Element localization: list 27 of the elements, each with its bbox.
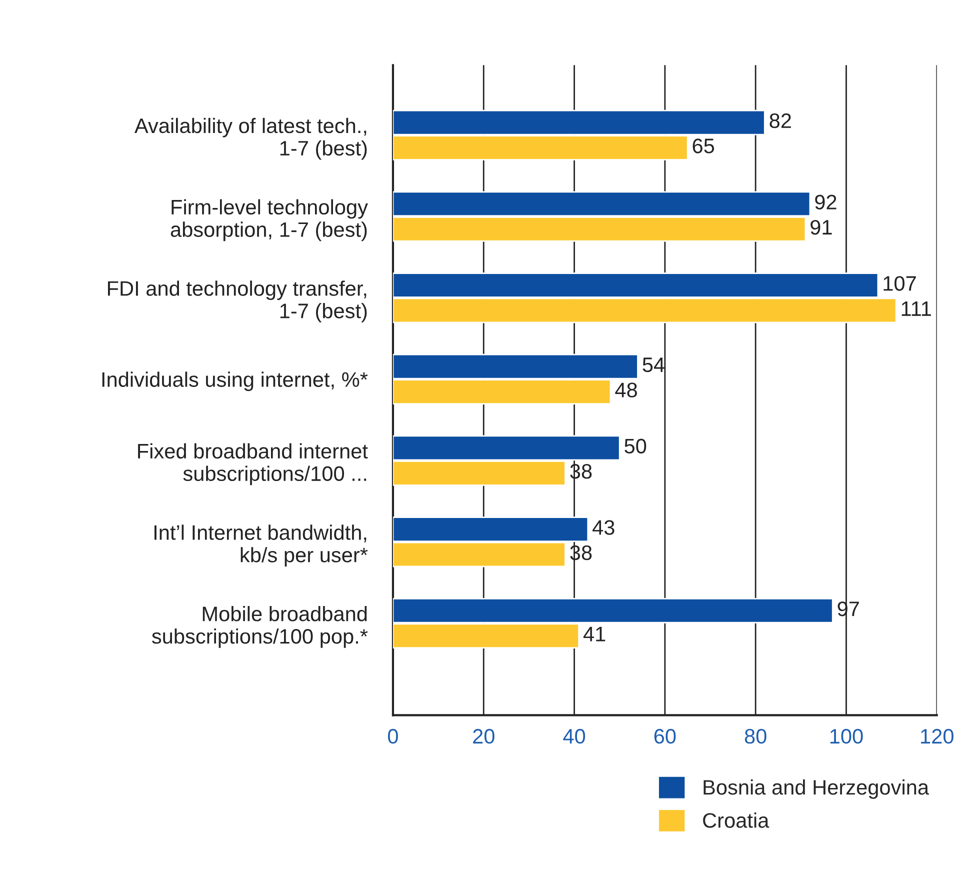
x-tick-label: 20 bbox=[473, 728, 494, 744]
y-tick-label: Availability of latest tech., 1-7 (best) bbox=[134, 118, 367, 160]
y-tick-label: Int’l Internet bandwidth, kb/s per user* bbox=[154, 524, 368, 567]
data-label: 92 bbox=[815, 194, 836, 210]
data-label: 48 bbox=[615, 382, 637, 398]
y-tick-label: Mobile broadband subscriptions/100 pop.* bbox=[152, 606, 368, 648]
data-label: 50 bbox=[624, 438, 646, 454]
data-label: 91 bbox=[810, 220, 832, 235]
legend-label: Bosnia and Herzegovina bbox=[704, 779, 930, 799]
data-label: 41 bbox=[583, 626, 606, 642]
data-label: 54 bbox=[642, 358, 664, 372]
y-tick-label: Individuals using internet, %* bbox=[102, 372, 368, 392]
x-tick-label: 60 bbox=[654, 728, 676, 744]
data-label: 65 bbox=[692, 138, 714, 154]
y-tick-label: Firm-level technology absorption, 1-7 (best) bbox=[170, 199, 368, 242]
data-label: 111 bbox=[902, 302, 931, 316]
data-label: 82 bbox=[770, 113, 791, 128]
data-label: 107 bbox=[884, 276, 916, 291]
x-tick-label: 100 bbox=[830, 728, 863, 744]
y-tick-label: FDI and technology transfer, 1-7 (best) bbox=[108, 280, 367, 322]
legend-label: Croatia bbox=[703, 812, 770, 828]
data-label: 43 bbox=[592, 520, 614, 535]
x-tick-label: 80 bbox=[744, 728, 766, 744]
x-tick-label: 0 bbox=[388, 728, 398, 744]
x-tick-label: 120 bbox=[921, 728, 954, 744]
y-tick-label: Fixed broadband internet subscriptions/100 ... bbox=[138, 443, 368, 486]
x-tick-label: 40 bbox=[563, 728, 586, 744]
